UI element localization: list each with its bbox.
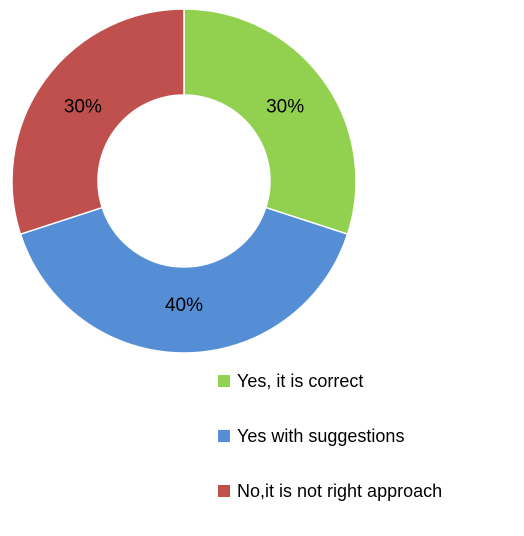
legend-label-yes-correct: Yes, it is correct — [237, 370, 364, 391]
legend-swatch-not-right — [218, 485, 230, 497]
slice-label-yes-correct: 30% — [266, 97, 304, 118]
donut-chart: 30% 40% 30% — [11, 8, 357, 354]
legend-label-yes-suggestions: Yes with suggestions — [237, 425, 405, 446]
slice-label-not-right: 30% — [64, 97, 102, 118]
slice-yes-correct — [183, 8, 357, 236]
legend-item-yes-suggestions: Yes with suggestions — [218, 426, 442, 446]
legend-swatch-yes-suggestions — [218, 430, 230, 442]
slice-label-yes-suggestions: 40% — [165, 295, 203, 316]
slice-yes-suggestions — [19, 206, 349, 354]
legend-swatch-yes-correct — [218, 375, 230, 387]
chart-legend: Yes, it is correct Yes with suggestions … — [218, 371, 442, 536]
slice-not-right — [11, 8, 185, 236]
legend-item-not-right: No,it is not right approach — [218, 481, 442, 501]
legend-label-not-right: No,it is not right approach — [237, 480, 443, 501]
legend-item-yes-correct: Yes, it is correct — [218, 371, 442, 391]
